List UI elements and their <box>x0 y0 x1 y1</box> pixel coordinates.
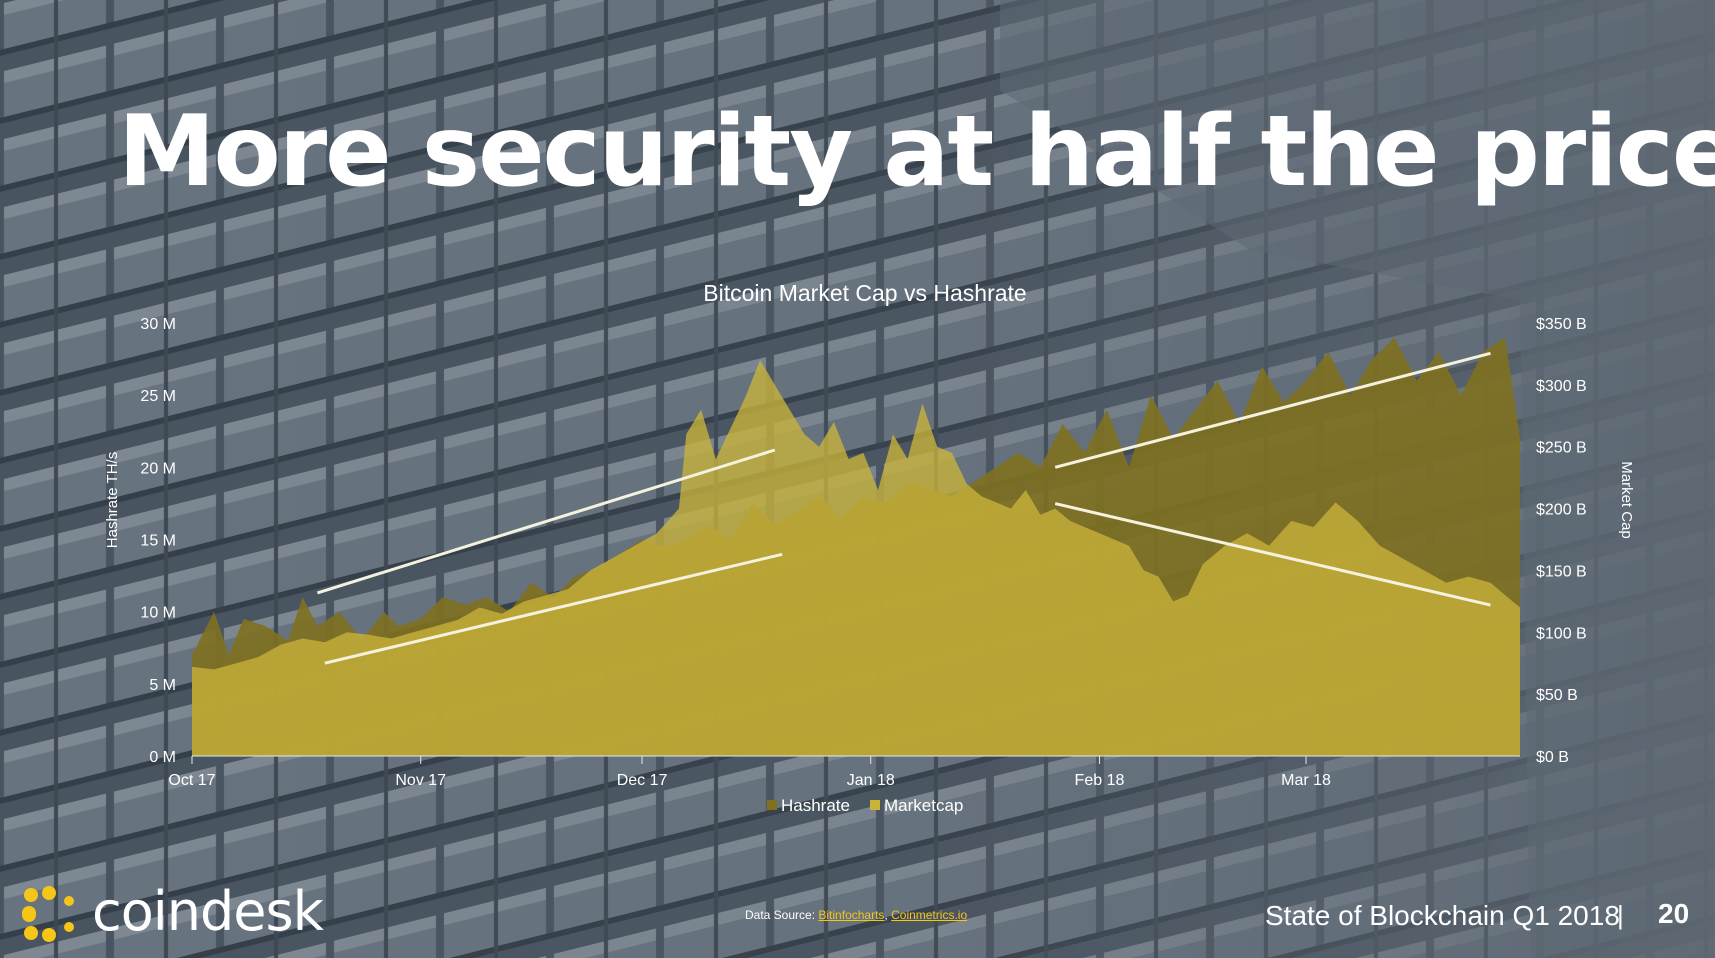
x-tick-label: Mar 18 <box>1281 772 1331 789</box>
left-tick-label: 15 M <box>140 533 176 550</box>
right-tick-label: $0 B <box>1536 749 1569 766</box>
right-tick-label: $350 B <box>1536 316 1587 333</box>
report-title: State of Blockchain Q1 2018 <box>1265 900 1620 931</box>
right-tick-label: $100 B <box>1536 625 1587 642</box>
left-tick-label: 0 M <box>149 749 176 766</box>
marketcap-area <box>192 360 1520 756</box>
data-source: Data Source: Bitinfocharts, Coinmetrics.… <box>745 908 967 922</box>
right-axis-label: Market Cap <box>1618 461 1635 539</box>
x-tick-label: Oct 17 <box>168 772 215 789</box>
left-axis-label: Hashrate TH/s <box>104 452 121 548</box>
trend-line-1 <box>316 448 776 595</box>
left-tick-label: 10 M <box>140 605 176 622</box>
trend-line-3 <box>324 552 783 665</box>
left-tick-label: 5 M <box>149 677 176 694</box>
footer-separator: | <box>1617 900 1624 930</box>
legend-label: Marketcap <box>884 796 963 815</box>
x-tick-label: Feb 18 <box>1075 772 1125 789</box>
chart-title: Bitcoin Market Cap vs Hashrate <box>703 280 1026 306</box>
right-axis: $0 B $50 B $100 B $150 B $200 B $250 B $300 B $… <box>1536 316 1587 766</box>
source-link-bitinfocharts[interactable]: Bitinfocharts <box>818 908 885 922</box>
coindesk-logo-icon <box>22 886 74 942</box>
right-tick-label: $250 B <box>1536 440 1587 457</box>
x-tick-label: Dec 17 <box>617 772 668 789</box>
legend-label: Hashrate <box>781 796 850 815</box>
right-tick-label: $300 B <box>1536 378 1587 395</box>
trend-line-4 <box>1054 502 1491 607</box>
left-tick-label: 30 M <box>140 316 176 333</box>
slide-title-text: More security at half the price <box>118 95 1715 209</box>
source-label: Data Source: <box>745 908 816 922</box>
brand-wordmark: coindesk <box>92 880 324 943</box>
legend-swatch <box>870 800 880 810</box>
page-number: 20 <box>1658 898 1690 929</box>
series-layer <box>192 337 1520 756</box>
left-tick-label: 25 M <box>140 388 176 405</box>
trend-line-2 <box>1054 351 1491 469</box>
left-tick-label: 20 M <box>140 460 176 477</box>
x-axis: Oct 17 Nov 17 Dec 17 Jan 18 Feb 18 Mar 18 <box>168 756 1331 789</box>
right-tick-label: $150 B <box>1536 563 1587 580</box>
chart-legend: Hashrate Marketcap <box>767 796 963 815</box>
legend-swatch <box>767 800 777 810</box>
trend-lines <box>316 351 1491 665</box>
right-tick-label: $50 B <box>1536 687 1578 704</box>
right-tick-label: $200 B <box>1536 502 1587 519</box>
source-separator: , <box>884 908 888 922</box>
x-tick-label: Nov 17 <box>395 772 446 789</box>
source-link-coinmetrics[interactable]: Coinmetrics.io <box>891 908 968 922</box>
x-tick-label: Jan 18 <box>847 772 895 789</box>
slide-title: More security at half the price. <box>118 95 1715 209</box>
left-axis: 0 M 5 M 10 M 15 M 20 M 25 M 30 M <box>140 316 176 766</box>
